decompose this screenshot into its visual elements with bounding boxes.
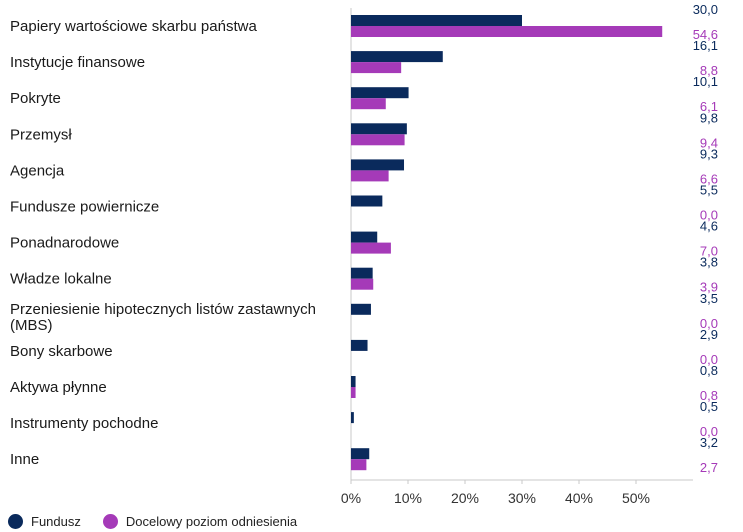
x-tick-label: 0%: [341, 490, 361, 506]
bar-benchmark: [351, 459, 367, 471]
bar-benchmark: [351, 26, 663, 37]
value-label-benchmark: 9,4: [700, 135, 718, 150]
category-label: Pokryte: [10, 90, 61, 107]
bar-fundusz: [351, 231, 378, 243]
legend-swatch-fundusz: [8, 514, 23, 529]
bar-fundusz: [351, 195, 383, 207]
value-label-benchmark: 6,6: [700, 171, 718, 186]
legend: Fundusz Docelowy poziom odniesienia: [8, 514, 319, 529]
bar-fundusz: [351, 303, 371, 315]
value-label-benchmark: 8,8: [700, 63, 718, 78]
bar-chart: Papiery wartościowe skarbu państwa 30,0 54…: [10, 2, 718, 506]
category-label: Papiery wartościowe skarbu państwa: [10, 18, 257, 35]
value-label-fundusz: 3,5: [700, 291, 718, 306]
legend-label-benchmark: Docelowy poziom odniesienia: [125, 514, 298, 529]
value-label-fundusz: 0,5: [700, 399, 718, 414]
x-tick-label: 50%: [622, 490, 650, 506]
bar-benchmark: [351, 134, 405, 146]
bar-fundusz: [351, 123, 407, 135]
value-label-benchmark: 0,0: [700, 316, 718, 331]
category-label: Agencja: [10, 162, 65, 179]
category-label: Bony skarbowe: [10, 343, 113, 360]
bar-fundusz: [351, 267, 373, 279]
bar-benchmark: [351, 387, 356, 398]
category-label: Instytucje finansowe: [10, 54, 145, 71]
value-label-benchmark: 0,8: [700, 388, 718, 403]
x-tick-label: 30%: [508, 490, 536, 506]
value-label-fundusz: 30,0: [693, 2, 718, 17]
x-tick-label: 20%: [451, 490, 479, 506]
legend-item-fundusz: Fundusz: [8, 514, 81, 529]
legend-swatch-benchmark: [102, 514, 118, 529]
value-label-fundusz: 4,6: [700, 219, 718, 234]
value-label-benchmark: 0,0: [700, 424, 718, 439]
category-label: Aktywa płynne: [10, 379, 107, 396]
category-label: Instrumenty pochodne: [10, 415, 158, 432]
category-label: Przeniesienie hipotecznych listów zastaw…: [10, 301, 316, 334]
bar-benchmark: [351, 278, 374, 290]
bar-fundusz: [351, 448, 370, 460]
value-label-fundusz: 16,1: [693, 38, 718, 53]
bar-fundusz: [351, 339, 368, 351]
value-label-benchmark: 54,6: [693, 27, 718, 42]
x-tick-label: 40%: [565, 490, 593, 506]
bar-benchmark: [351, 170, 389, 182]
bar-fundusz: [351, 376, 356, 387]
value-label-fundusz: 9,8: [700, 110, 718, 125]
bar-fundusz: [351, 15, 522, 26]
bar-fundusz: [351, 51, 443, 63]
x-tick-label: 10%: [394, 490, 422, 506]
bar-benchmark: [351, 98, 386, 110]
value-label-benchmark: 2,7: [700, 460, 718, 475]
value-label-fundusz: 3,2: [700, 435, 718, 450]
bar-benchmark: [351, 242, 391, 254]
value-label-benchmark: 3,9: [700, 280, 718, 295]
value-label-benchmark: 0,0: [700, 208, 718, 223]
value-label-fundusz: 9,3: [700, 146, 718, 161]
bar-fundusz: [351, 159, 405, 171]
bar-fundusz: [351, 87, 409, 99]
category-label: Przemysł: [10, 126, 72, 143]
value-label-fundusz: 2,9: [700, 327, 718, 342]
bar-fundusz: [351, 412, 354, 424]
value-label-benchmark: 6,1: [700, 99, 718, 114]
category-label: Fundusze powiernicze: [10, 199, 159, 216]
value-label-fundusz: 10,1: [693, 74, 718, 89]
legend-label-fundusz: Fundusz: [31, 514, 81, 529]
category-label: Inne: [10, 451, 39, 468]
value-label-fundusz: 3,8: [700, 255, 718, 270]
value-label-benchmark: 7,0: [700, 244, 718, 259]
legend-item-benchmark: Docelowy poziom odniesienia: [102, 514, 298, 529]
value-label-benchmark: 0,0: [700, 352, 718, 367]
value-label-fundusz: 0,8: [700, 363, 718, 378]
category-label: Władze lokalne: [10, 271, 112, 288]
category-label: Ponadnarodowe: [10, 235, 119, 252]
value-label-fundusz: 5,5: [700, 183, 718, 198]
bar-benchmark: [351, 62, 402, 74]
